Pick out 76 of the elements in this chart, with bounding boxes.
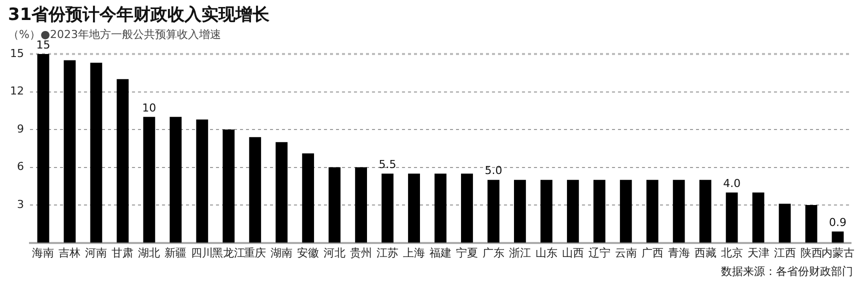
x-tick-label: 天津 (747, 246, 770, 260)
bar (593, 180, 606, 243)
y-tick-label: 9 (16, 122, 24, 136)
bar (116, 79, 129, 243)
x-tick-label: 山东 (535, 246, 558, 260)
bar (540, 180, 552, 243)
x-tick-label: 辽宁 (588, 246, 610, 260)
source-note: 数据来源：各省份财政部门 (721, 264, 853, 279)
bar (726, 192, 738, 243)
x-tick-label: 云南 (614, 246, 637, 260)
x-tick-label: 湖南 (270, 246, 293, 260)
bar (620, 180, 632, 243)
x-tick-label: 重庆 (244, 246, 266, 260)
bar (832, 231, 844, 243)
x-tick-label: 浙江 (508, 246, 531, 260)
data-label: 10 (142, 101, 156, 114)
x-tick-label: 山西 (562, 246, 584, 260)
bar (170, 116, 182, 243)
data-label: 15 (36, 38, 50, 52)
bar (276, 142, 288, 243)
bar (382, 174, 394, 243)
bar (461, 174, 473, 243)
bar (488, 180, 500, 243)
bar (805, 205, 818, 243)
x-tick-label: 广西 (641, 246, 664, 260)
bar (699, 180, 712, 243)
bar (249, 137, 262, 243)
bar (672, 180, 685, 243)
x-tick-label: 西藏 (694, 246, 716, 260)
bar (514, 180, 526, 243)
chart-subtitle: （%）●2023年地方一般公共预算收入增速 (8, 27, 222, 41)
x-tick-label: 四川 (191, 246, 214, 260)
bar (196, 119, 208, 243)
x-tick-label: 上海 (403, 246, 426, 260)
bar (222, 130, 235, 243)
x-tick-label: 广东 (482, 246, 504, 260)
x-tick-label: 湖北 (138, 246, 160, 260)
y-tick-label: 15 (10, 46, 24, 60)
y-tick-label: 12 (10, 84, 24, 98)
data-label: 0.9 (829, 216, 847, 229)
x-tick-label: 新疆 (164, 246, 187, 260)
x-tick-label: 福建 (430, 246, 452, 260)
bar (778, 204, 791, 243)
x-tick-label: 江西 (774, 246, 796, 260)
x-tick-label: 青海 (668, 246, 690, 260)
x-tick-label: 安徽 (297, 246, 320, 260)
data-label: 5.5 (378, 158, 396, 171)
bar (355, 167, 368, 243)
x-tick-label: 陕西 (800, 246, 822, 260)
data-label: 5.0 (484, 164, 502, 178)
y-tick-label: 3 (16, 198, 24, 211)
x-tick-label: 海南 (32, 246, 54, 260)
x-tick-label: 黑龙江 (212, 246, 246, 260)
y-tick-label: 6 (16, 160, 24, 174)
data-label: 4.0 (723, 176, 741, 190)
bar (37, 54, 50, 243)
x-tick-label: 吉林 (58, 246, 81, 260)
bar (90, 62, 102, 243)
x-tick-label: 宁夏 (456, 246, 478, 260)
bar (64, 60, 76, 243)
x-tick-label: 贵州 (350, 246, 372, 260)
bar (752, 192, 764, 243)
bar (328, 167, 341, 243)
x-tick-label: 内蒙古 (821, 246, 854, 260)
x-tick-label: 河南 (85, 246, 108, 260)
bar (408, 174, 420, 243)
x-tick-label: 北京 (720, 246, 743, 260)
bar (434, 174, 446, 243)
bar (302, 153, 314, 243)
x-tick-label: 河北 (324, 246, 346, 260)
chart-title: 31省份预计今年财政收入实现增长 (8, 4, 270, 26)
bar (646, 180, 658, 243)
x-tick-label: 江苏 (376, 246, 399, 260)
bar (143, 116, 156, 243)
x-tick-label: 甘肃 (112, 246, 134, 260)
bar (566, 180, 579, 243)
